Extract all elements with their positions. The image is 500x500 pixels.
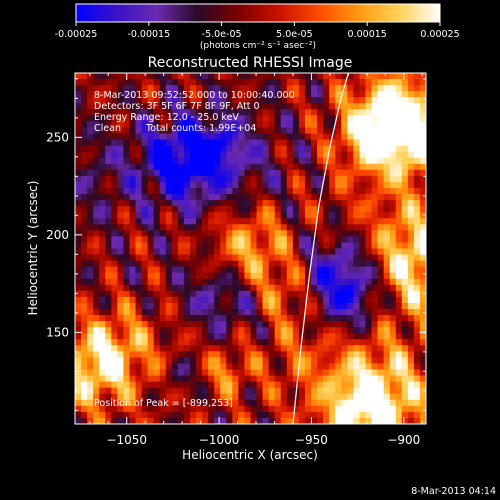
x-axis-label: Heliocentric X (arcsec): [182, 448, 318, 462]
heatmap-image: [75, 73, 426, 424]
colorbar-ticks: -0.00025 -0.00015 -5.0e-05 5.0e-05 0.00015 0.…: [55, 22, 460, 40]
annotation-total-counts: Total counts: 1.99E+04: [145, 123, 256, 134]
colorbar-unit-label: (photons cm⁻² s⁻¹ asec⁻²): [200, 41, 316, 51]
y-tick-label: 150: [46, 325, 69, 339]
y-axis-label: Heliocentric Y (arcsec): [26, 181, 40, 316]
colorbar-tick-label: 5.0e-05: [276, 29, 312, 40]
annotation-energy: Energy Range: 12.0 - 25.0 keV: [94, 112, 239, 123]
annotation-time-range: 8-Mar-2013 09:52:52.000 to 10:00:40.000: [94, 90, 295, 101]
colorbar-tick-label: 0.00025: [420, 29, 459, 40]
colorbar-tick-label: -0.00015: [127, 29, 170, 40]
x-tick-label: −1000: [199, 433, 240, 447]
colorbar-tick-label: 0.00015: [348, 29, 387, 40]
annotations: 8-Mar-2013 09:52:52.000 to 10:00:40.000 …: [94, 90, 295, 409]
plot-frame: [74, 72, 427, 425]
footer-timestamp: 8-Mar-2013 04:14: [411, 486, 496, 497]
annotation-detectors: Detectors: 3F 5F 6F 7F 8F 9F, Att 0: [94, 101, 260, 112]
solar-limb-line: [292, 73, 349, 424]
y-tick-label: 200: [46, 228, 69, 242]
y-axis: 150 200 250: [46, 78, 426, 411]
colorbar-tick-label: -0.00025: [55, 29, 98, 40]
colorbar: [75, 3, 441, 23]
x-tick-label: −950: [295, 433, 328, 447]
annotation-peak-position: Position of Peak = [-899,253]: [94, 398, 233, 409]
y-tick-label: 250: [46, 130, 69, 144]
x-tick-label: −1050: [106, 433, 147, 447]
chart-title: Reconstructed RHESSI Image: [148, 55, 353, 71]
x-tick-label: −900: [387, 433, 420, 447]
colorbar-tick-label: -5.0e-05: [202, 29, 242, 40]
x-axis: −1050 −1000 −950 −900: [89, 73, 423, 447]
annotation-clean: Clean: [94, 123, 121, 134]
